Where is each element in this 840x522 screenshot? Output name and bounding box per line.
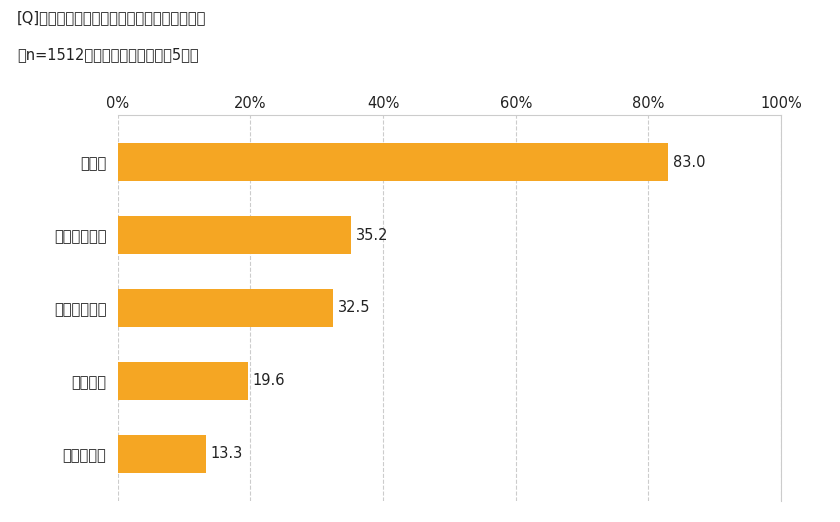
Bar: [118, 435, 206, 473]
Text: （n=1512、複数回答のうち上位5つ）: （n=1512、複数回答のうち上位5つ）: [17, 47, 198, 62]
Text: 35.2: 35.2: [356, 228, 388, 243]
Bar: [118, 216, 351, 254]
Bar: [118, 362, 248, 400]
Bar: [118, 143, 669, 181]
Text: 19.6: 19.6: [252, 373, 285, 388]
Text: 13.3: 13.3: [211, 446, 243, 461]
Text: 32.5: 32.5: [338, 301, 370, 315]
Text: [Q]どんなタイプのマスクを使っていますか。: [Q]どんなタイプのマスクを使っていますか。: [17, 10, 206, 26]
Text: 83.0: 83.0: [673, 155, 706, 170]
Bar: [118, 289, 333, 327]
